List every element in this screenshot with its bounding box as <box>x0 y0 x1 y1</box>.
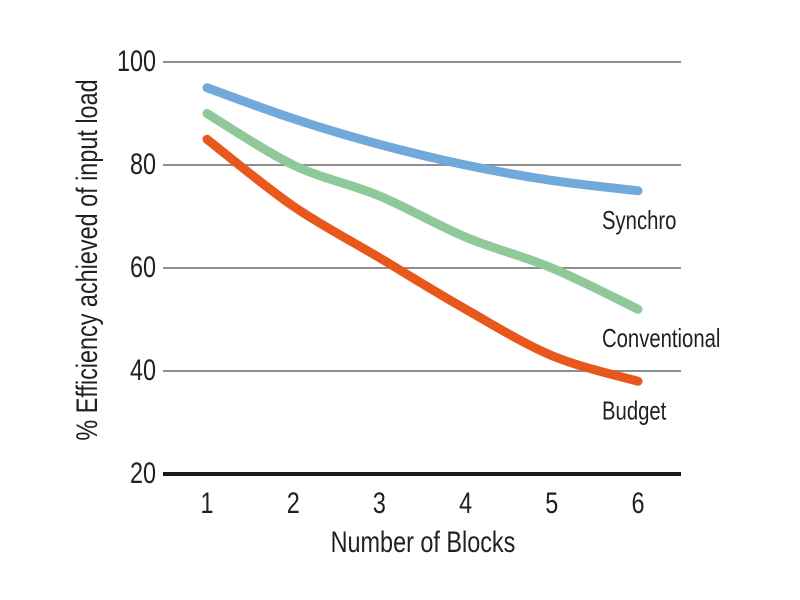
x-tick-label-6: 6 <box>632 487 645 520</box>
x-axis-label: Number of Blocks <box>331 526 516 559</box>
x-tick-label-5: 5 <box>545 487 558 520</box>
series-line-synchro <box>202 83 643 196</box>
y-tick-label-100: 100 <box>117 45 156 78</box>
y-tick-label-60: 60 <box>130 251 156 284</box>
series-line-conventional <box>202 109 643 314</box>
y-tick-label-20: 20 <box>130 457 156 490</box>
x-tick-label-3: 3 <box>373 487 386 520</box>
label-layer: 20 40 60 80 100 1 2 3 4 5 6 Synchro Conventional Budg… <box>117 45 720 520</box>
x-tick-label-2: 2 <box>287 487 300 520</box>
series-label-budget: Budget <box>602 395 667 425</box>
line-layer <box>202 83 643 386</box>
series-label-conventional: Conventional <box>602 323 720 353</box>
y-tick-label-80: 80 <box>130 148 156 181</box>
y-axis-label: % Efficiency achieved of input load <box>71 79 104 440</box>
series-label-synchro: Synchro <box>602 205 676 235</box>
x-tick-label-1: 1 <box>201 487 214 520</box>
series-line-budget <box>202 134 643 386</box>
grid-layer <box>163 61 681 476</box>
x-tick-label-4: 4 <box>459 487 472 520</box>
y-tick-label-40: 40 <box>130 354 156 387</box>
